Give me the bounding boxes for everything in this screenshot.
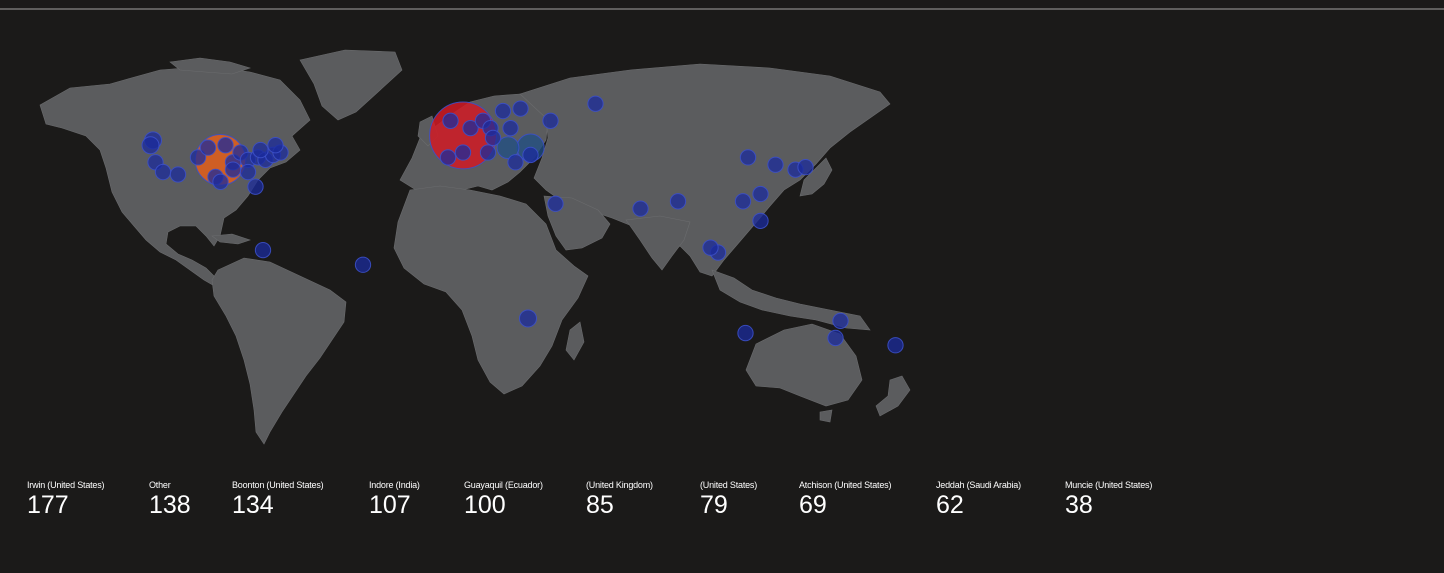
map-marker-pt-29[interactable] <box>494 102 512 120</box>
location-stat-value: 100 <box>464 491 506 519</box>
map-marker-pt-53[interactable] <box>737 324 754 342</box>
location-stat[interactable]: Boonton (United States) 134 <box>232 480 324 519</box>
map-marker-pt-26[interactable] <box>462 119 479 137</box>
map-marker-pt-54[interactable] <box>827 329 844 347</box>
location-stat-label: (United Kingdom) <box>586 480 653 490</box>
location-stat-value: 79 <box>700 491 728 519</box>
location-stat-label: Irwin (United States) <box>27 480 105 490</box>
map-marker-pt-37[interactable] <box>507 154 524 171</box>
southeast-asia-islands-landmass <box>711 269 871 331</box>
location-stat-label: Boonton (United States) <box>232 480 324 490</box>
map-marker-pt-48[interactable] <box>752 212 769 229</box>
map-marker-pt-43[interactable] <box>669 193 687 210</box>
map-marker-pt-18[interactable] <box>252 141 269 159</box>
map-marker-pt-4[interactable] <box>154 163 172 181</box>
map-marker-pt-34[interactable] <box>479 144 497 161</box>
map-marker-pt-21[interactable] <box>199 139 217 156</box>
map-marker-pt-8[interactable] <box>212 173 229 190</box>
india-landmass <box>625 215 691 271</box>
map-marker-pt-45[interactable] <box>702 239 719 256</box>
map-marker-pt-13[interactable] <box>247 178 264 195</box>
world-map[interactable] <box>0 40 940 480</box>
map-marker-pt-49[interactable] <box>739 149 757 166</box>
location-stat-value: 85 <box>586 491 614 519</box>
map-marker-pt-20[interactable] <box>217 137 234 154</box>
map-marker-pt-32[interactable] <box>502 119 519 137</box>
map-marker-pt-47[interactable] <box>752 185 769 203</box>
location-stat-value: 62 <box>936 491 964 519</box>
map-marker-pt-19[interactable] <box>267 137 284 154</box>
caribbean-landmass <box>211 233 251 245</box>
map-marker-pt-25[interactable] <box>442 112 459 129</box>
location-stat[interactable]: Irwin (United States) 177 <box>27 480 105 519</box>
map-marker-pt-5[interactable] <box>169 166 187 183</box>
location-stat-label: (United States) <box>700 480 758 490</box>
australia-landmass <box>745 323 863 407</box>
map-marker-pt-2[interactable] <box>141 136 160 155</box>
location-stat-value: 138 <box>149 491 191 519</box>
location-stat-value: 69 <box>799 491 827 519</box>
location-stat-label: Guayaquil (Ecuador) <box>464 480 543 490</box>
map-marker-pt-22[interactable] <box>224 161 242 178</box>
location-stat-label: Muncie (United States) <box>1065 480 1153 490</box>
location-stat[interactable]: Other 138 <box>149 480 191 519</box>
top-divider <box>0 8 1444 10</box>
map-marker-pt-42[interactable] <box>632 200 649 217</box>
new-zealand-landmass <box>875 375 911 417</box>
location-stat[interactable]: Muncie (United States) 38 <box>1065 480 1152 519</box>
south-america-landmass <box>211 257 347 445</box>
location-stat-value: 134 <box>232 491 274 519</box>
map-marker-pt-6[interactable] <box>189 149 207 166</box>
location-stat-value: 38 <box>1065 491 1093 519</box>
map-marker-balkans-mid[interactable] <box>496 136 520 160</box>
map-marker-pt-52[interactable] <box>797 159 814 176</box>
map-marker-pt-56[interactable] <box>887 337 904 354</box>
location-stat[interactable]: Indore (India) 107 <box>369 480 420 519</box>
map-marker-pt-46[interactable] <box>734 193 752 210</box>
map-marker-pt-40[interactable] <box>547 195 564 212</box>
location-stat[interactable]: Atchison (United States) 69 <box>799 480 891 519</box>
location-stat[interactable]: Guayaquil (Ecuador) 100 <box>464 480 543 519</box>
madagascar-landmass <box>565 321 585 361</box>
location-markers[interactable] <box>141 95 904 354</box>
map-marker-pt-38[interactable] <box>522 146 539 164</box>
map-marker-pt-33[interactable] <box>484 129 502 147</box>
map-marker-pt-30[interactable] <box>512 100 529 117</box>
map-marker-pt-55[interactable] <box>832 312 849 330</box>
tasmania-landmass <box>819 409 833 423</box>
location-stat[interactable]: (United Kingdom) 85 <box>586 480 653 519</box>
arctic-islands-landmass <box>169 57 251 75</box>
location-stat[interactable]: Jeddah (Saudi Arabia) 62 <box>936 480 1021 519</box>
map-marker-pt-36[interactable] <box>454 144 472 161</box>
map-marker-pt-31[interactable] <box>542 112 559 129</box>
map-marker-pt-50[interactable] <box>767 156 784 173</box>
africa-landmass <box>393 185 589 395</box>
location-stat-value: 107 <box>369 491 411 519</box>
location-stat-label: Indore (India) <box>369 480 420 490</box>
japan-landmass <box>799 157 833 197</box>
map-marker-pt-41[interactable] <box>519 309 537 328</box>
location-stats-row: Irwin (United States) 177 Other 138 Boonton … <box>0 480 1444 540</box>
map-marker-pt-24[interactable] <box>354 256 372 273</box>
location-stat-label: Atchison (United States) <box>799 480 892 490</box>
location-stat-label: Other <box>149 480 171 490</box>
map-marker-pt-23[interactable] <box>254 241 272 259</box>
world-map-canvas[interactable] <box>0 40 940 480</box>
location-stat-value: 177 <box>27 491 69 519</box>
greenland-landmass <box>299 49 403 121</box>
map-marker-pt-39[interactable] <box>587 95 604 112</box>
location-stat-label: Jeddah (Saudi Arabia) <box>936 480 1021 490</box>
map-marker-pt-35[interactable] <box>439 149 457 166</box>
map-marker-pt-12[interactable] <box>239 163 257 181</box>
location-stat[interactable]: (United States) 79 <box>700 480 757 519</box>
